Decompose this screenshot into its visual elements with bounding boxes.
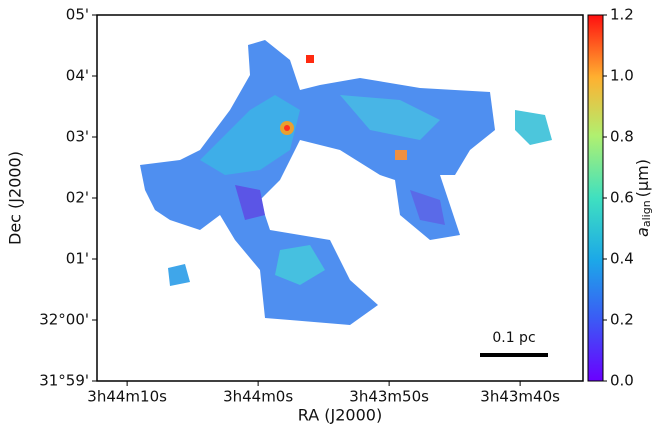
tick-label: 03' (66, 128, 89, 146)
tick-label: 05' (66, 6, 89, 24)
scalebar-label: 0.1 pc (492, 330, 535, 346)
y-axis-label: Dec (J2000) (6, 151, 25, 245)
map-region (140, 40, 552, 325)
colorbar-label-unit: (μm) (633, 159, 652, 197)
tick-label: 3h43m40s (480, 388, 560, 406)
colorbar-label: aalign (μm) (633, 159, 654, 237)
hot-spot (284, 125, 290, 131)
tick-label: 0.2 (610, 311, 634, 329)
x-axis-label: RA (J2000) (298, 406, 382, 425)
cloud-patch (515, 110, 552, 145)
tick-label: 3h44m10s (87, 388, 167, 406)
tick-label: 0.6 (610, 189, 634, 207)
hot-spot (395, 150, 407, 160)
tick-label: 1.0 (610, 67, 634, 85)
tick-label: 32°00' (39, 311, 89, 329)
cloud-light (200, 95, 300, 175)
cloud (140, 40, 495, 325)
tick-label: 31°59' (39, 372, 89, 390)
colorbar (587, 14, 604, 382)
tick-label: 1.2 (610, 6, 634, 24)
tick-label: 0.4 (610, 250, 634, 268)
cloud-patch (168, 264, 190, 286)
cloud-light (340, 95, 440, 140)
tick-label: 01' (66, 250, 89, 268)
cloud-light (275, 245, 325, 285)
colorbar-label-sub: align (640, 200, 653, 227)
tick-label: 3h44m0s (223, 388, 293, 406)
tick-label: 0.0 (610, 372, 634, 390)
tick-label: 0.8 (610, 128, 634, 146)
tick-label: 04' (66, 67, 89, 85)
tick-label: 02' (66, 189, 89, 207)
cloud-dark (235, 185, 265, 220)
cloud-dark (410, 190, 445, 225)
hot-spot (306, 55, 314, 63)
colorbar-label-main: a (633, 227, 652, 237)
tick-label: 3h43m50s (349, 388, 429, 406)
